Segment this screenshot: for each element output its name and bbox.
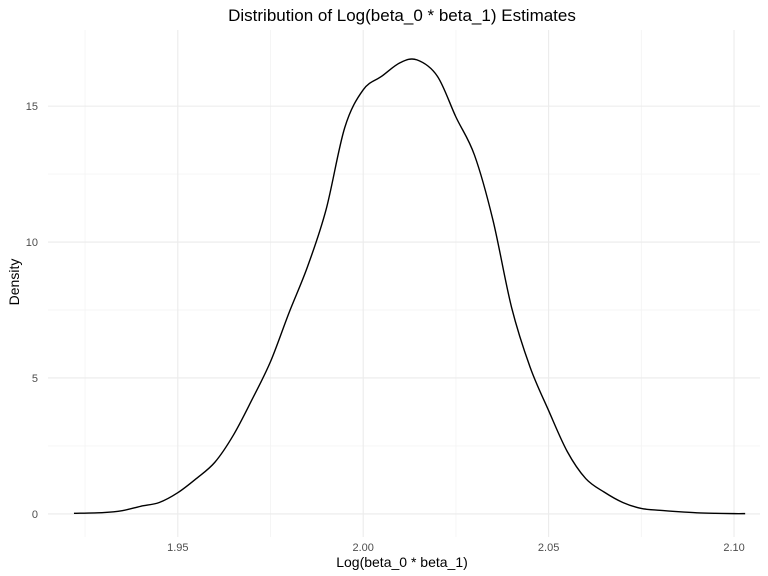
- x-tick-label: 2.05: [538, 542, 559, 554]
- x-tick-label: 1.95: [167, 542, 188, 554]
- density-curve: [73, 58, 746, 515]
- y-tick-label: 15: [26, 101, 38, 113]
- y-axis-ticks: 0 5 10 15: [26, 101, 38, 521]
- x-axis-label: Log(beta_0 * beta_1): [336, 554, 468, 570]
- y-tick-label: 0: [32, 509, 38, 521]
- chart-title: Distribution of Log(beta_0 * beta_1) Est…: [228, 6, 576, 25]
- grid: [48, 30, 760, 537]
- y-tick-label: 5: [32, 373, 38, 385]
- x-axis-ticks: 1.95 2.00 2.05 2.10: [167, 542, 745, 554]
- x-tick-label: 2.00: [352, 542, 373, 554]
- x-tick-label: 2.10: [723, 542, 744, 554]
- series-layer: [73, 58, 746, 515]
- y-axis-label: Density: [6, 259, 22, 306]
- y-tick-label: 10: [26, 237, 38, 249]
